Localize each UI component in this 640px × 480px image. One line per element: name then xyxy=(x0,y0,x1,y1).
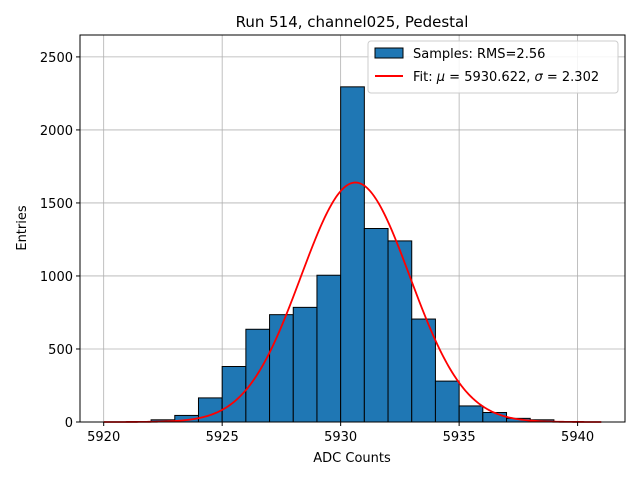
histogram-bar xyxy=(292,306,318,423)
legend-histogram-swatch xyxy=(374,47,404,59)
fit-curve xyxy=(103,181,602,423)
y-tick-label: 0 xyxy=(65,416,73,431)
y-tick-label: 2000 xyxy=(40,124,73,139)
histogram-bar xyxy=(482,412,508,423)
x-tick-label: 5930 xyxy=(324,430,357,445)
legend-fit-mu-symbol: μ xyxy=(436,70,445,85)
plot-frame xyxy=(79,34,626,423)
x-tick-label: 5920 xyxy=(87,430,120,445)
histogram-bar xyxy=(434,380,460,423)
y-tick-label: 1000 xyxy=(40,270,73,285)
y-tick-label: 1500 xyxy=(40,197,73,212)
legend-fit-prefix: Fit: xyxy=(413,70,437,85)
x-tick-label: 5935 xyxy=(443,430,476,445)
y-tick-label: 500 xyxy=(48,343,73,358)
x-axis-ticks: 5920 5925 5930 5935 5940 xyxy=(87,422,594,445)
legend-fit-mu-value: = 5930.622, xyxy=(445,70,534,85)
histogram-bar xyxy=(340,86,365,423)
y-axis-ticks: 0 500 1000 1500 2000 2500 xyxy=(40,51,80,431)
fit-curve-group xyxy=(103,181,602,423)
legend-fit-sigma-symbol: σ xyxy=(535,70,544,85)
x-tick-label: 5940 xyxy=(561,430,594,445)
histogram-bar xyxy=(458,405,484,423)
x-axis-label: ADC Counts xyxy=(313,451,391,466)
histogram-bar xyxy=(197,397,223,423)
legend-fit-sigma-value: = 2.302 xyxy=(543,70,599,85)
histogram-bar xyxy=(387,240,413,423)
y-axis-label: Entries xyxy=(15,205,30,251)
legend-box xyxy=(367,40,619,94)
legend: Samples: RMS=2.56 Fit: μ = 5930.622, σ =… xyxy=(367,40,619,94)
histogram-bar xyxy=(245,328,271,423)
x-tick-label: 5925 xyxy=(206,430,239,445)
histogram-bar xyxy=(269,314,294,423)
legend-fit-label: Fit: μ = 5930.622, σ = 2.302 xyxy=(413,70,599,85)
chart-title: Run 514, channel025, Pedestal xyxy=(236,13,469,31)
histogram-bar xyxy=(363,228,389,423)
legend-histogram-label: Samples: RMS=2.56 xyxy=(413,47,545,62)
histogram-bar xyxy=(316,274,342,423)
y-tick-label: 2500 xyxy=(40,51,73,66)
histogram-bars xyxy=(150,86,555,423)
